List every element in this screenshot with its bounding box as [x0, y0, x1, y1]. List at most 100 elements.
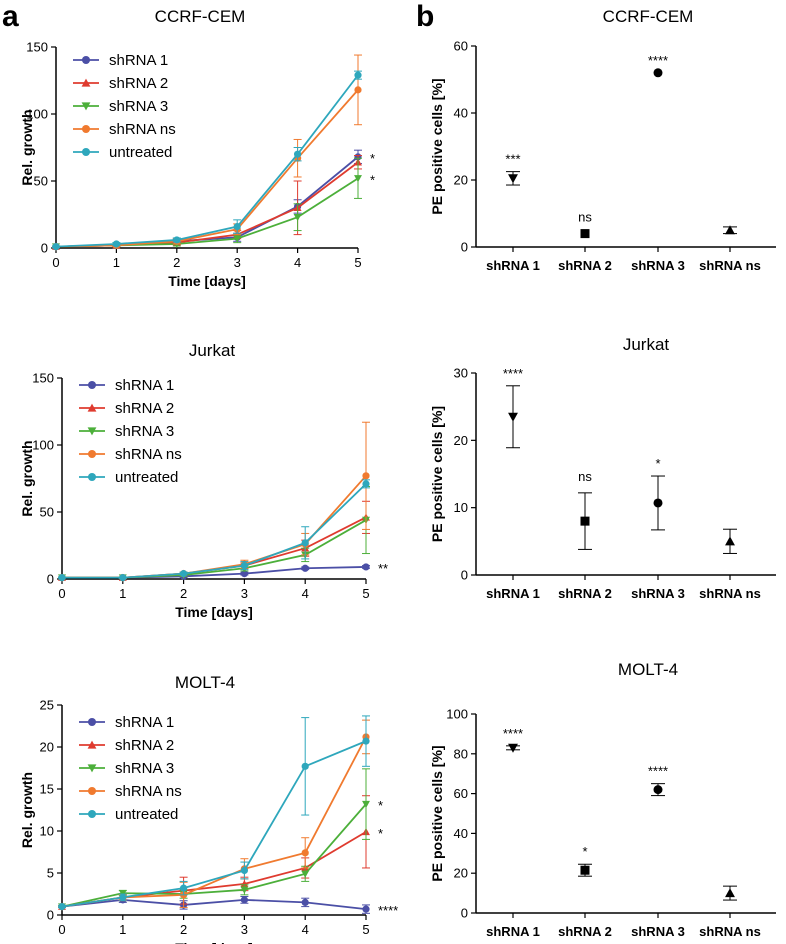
x-tick-label: 4 — [294, 255, 301, 270]
x-tick-label: 0 — [52, 255, 59, 270]
data-point — [508, 174, 518, 184]
data-point — [653, 498, 663, 508]
series-shrna-1: * — [52, 149, 375, 251]
significance-annotation: * — [378, 798, 383, 813]
data-point — [52, 243, 60, 251]
series-line — [61, 898, 367, 911]
x-axis-label: Time [days] — [168, 273, 246, 289]
x-tick-label: 2 — [180, 922, 187, 937]
data-point — [301, 762, 309, 770]
data-point — [294, 150, 302, 158]
legend-marker — [87, 427, 97, 436]
chart-title: CCRF-CEM — [603, 7, 694, 26]
y-tick-label: 40 — [454, 826, 468, 841]
y-tick-label: 60 — [454, 786, 468, 801]
legend-label: shRNA 2 — [109, 75, 168, 92]
legend-label: shRNA 2 — [115, 737, 174, 754]
legend-marker — [82, 56, 90, 64]
y-tick-label: 50 — [34, 174, 48, 189]
legend-marker — [81, 102, 91, 111]
y-axis-label: PE positive cells [%] — [429, 78, 445, 214]
legend-label: shRNA 3 — [115, 760, 174, 777]
data-point — [233, 222, 241, 231]
chart-a-ccrf-cem: CCRF-CEM 0 50 100 150 Rel. growth 0 1 2 3 4 5 Time [… — [19, 7, 375, 289]
data-point — [508, 743, 518, 753]
series-shrna-ns — [58, 719, 370, 911]
data-point — [301, 539, 309, 547]
series-line — [61, 803, 367, 908]
y-tick-label: 20 — [40, 740, 54, 755]
x-tick-label: 3 — [241, 586, 248, 601]
legend-label: shRNA 3 — [109, 98, 168, 115]
legend-marker — [88, 381, 96, 389]
category-label: shRNA 1 — [486, 924, 540, 939]
data-point — [240, 570, 248, 578]
category-label: shRNA ns — [699, 924, 761, 939]
data-point — [240, 866, 248, 875]
data-point — [293, 213, 302, 222]
significance-annotation: * — [370, 151, 375, 166]
data-point — [725, 888, 735, 898]
x-tick-label: 1 — [119, 922, 126, 937]
chart-b-ccrf-cem: CCRF-CEM 0 20 40 60 PE positive cells [%] shRN… — [429, 7, 776, 273]
series-untreated — [58, 715, 370, 911]
y-tick-label: 50 — [40, 505, 54, 520]
category-label: shRNA ns — [699, 586, 761, 601]
y-tick-label: 30 — [454, 366, 468, 381]
legend-label: shRNA ns — [115, 446, 182, 463]
legend-label: untreated — [115, 469, 178, 486]
legend-label: untreated — [109, 144, 172, 161]
chart-title: MOLT-4 — [618, 660, 678, 679]
data-point — [362, 563, 370, 571]
significance-annotation: **** — [648, 764, 668, 779]
series-line — [55, 74, 359, 248]
x-tick-label: 1 — [119, 586, 126, 601]
y-tick-label: 0 — [47, 908, 54, 923]
data-point — [580, 516, 590, 526]
data-point — [362, 472, 370, 480]
data-point — [354, 86, 362, 94]
legend-marker — [88, 450, 96, 458]
category-label: shRNA 2 — [558, 258, 612, 273]
y-axis-label: Rel. growth — [19, 772, 35, 848]
data-point — [240, 562, 248, 570]
x-tick-label: 5 — [362, 922, 369, 937]
data-point — [173, 236, 181, 244]
significance-annotation: * — [582, 844, 587, 859]
series-shrna-3: * — [52, 157, 375, 251]
data-point — [362, 905, 370, 913]
data-point — [354, 175, 362, 183]
x-tick-label: 4 — [302, 586, 309, 601]
category-label: shRNA 1 — [486, 258, 540, 273]
data-point — [301, 849, 309, 857]
legend-label: shRNA 3 — [115, 423, 174, 440]
chart-b-jurkat: Jurkat 0 10 20 30 PE positive cells [%] shRNA … — [429, 335, 776, 601]
data-point — [725, 536, 735, 546]
significance-annotation: * — [655, 456, 660, 471]
y-tick-label: 150 — [26, 40, 48, 55]
series-line — [61, 740, 367, 908]
x-tick-label: 2 — [180, 586, 187, 601]
y-tick-label: 15 — [40, 782, 54, 797]
data-point — [240, 886, 249, 894]
significance-annotation: **** — [378, 903, 398, 918]
legend-label: shRNA 1 — [109, 52, 168, 69]
data-point — [508, 412, 518, 422]
data-point — [653, 68, 663, 78]
y-tick-label: 60 — [454, 39, 468, 54]
category-label: shRNA 2 — [558, 924, 612, 939]
legend-marker — [87, 764, 97, 773]
data-point — [240, 879, 249, 888]
y-tick-label: 0 — [41, 241, 48, 256]
data-point — [180, 570, 188, 578]
data-point — [119, 574, 127, 582]
chart-title: CCRF-CEM — [155, 7, 246, 26]
legend-marker — [88, 473, 96, 481]
significance-annotation: **** — [648, 53, 668, 68]
legend-marker — [88, 718, 96, 726]
series-line — [55, 177, 359, 248]
category-label: shRNA 3 — [631, 924, 685, 939]
data-point — [362, 480, 370, 488]
category-label: shRNA 2 — [558, 586, 612, 601]
